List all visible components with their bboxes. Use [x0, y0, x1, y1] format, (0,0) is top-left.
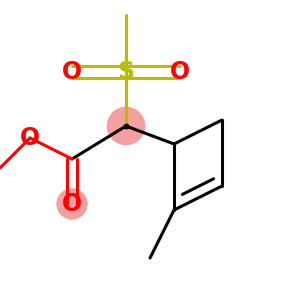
Text: O: O: [62, 192, 82, 216]
Text: S: S: [117, 60, 135, 84]
Text: O: O: [62, 60, 82, 84]
Text: O: O: [170, 60, 190, 84]
Circle shape: [57, 189, 87, 219]
Circle shape: [107, 107, 145, 145]
Text: O: O: [20, 126, 40, 150]
